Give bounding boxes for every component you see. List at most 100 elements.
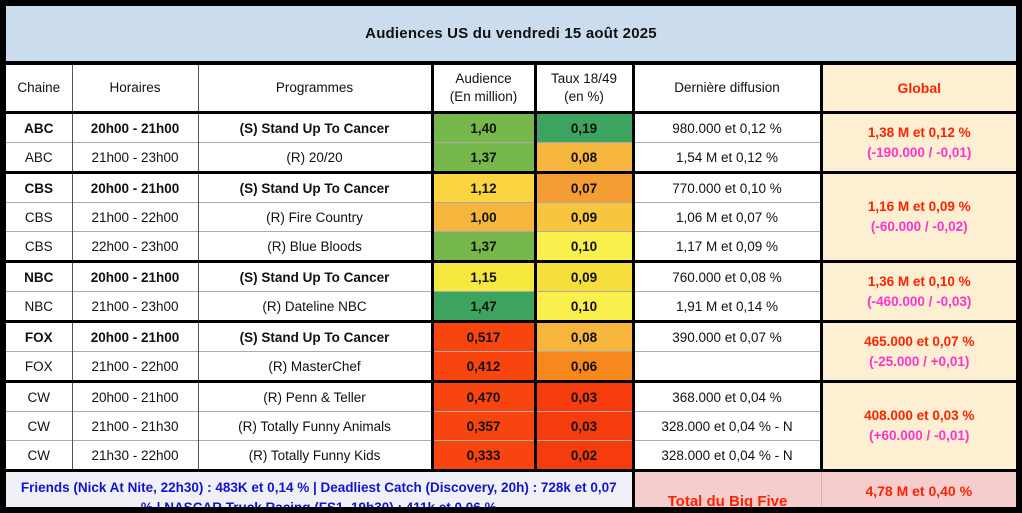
last-airing-cell: 328.000 et 0,04 % - N [631,411,821,441]
last-airing-cell: 328.000 et 0,04 % - N [631,440,821,471]
channel-cell: ABC [6,111,72,143]
program-cell: (R) Dateline NBC [197,291,432,322]
channel-cell: CBS [6,231,72,262]
rating-cell: 0,08 [533,320,633,352]
col-header-programmes: Programmes [197,65,432,114]
table-row: CW 20h00 - 21h00 (R) Penn & Teller 0,470… [6,380,1016,471]
global-delta: (-60.000 / -0,02) [870,219,968,234]
last-airing-cell: 1,91 M et 0,14 % [631,291,821,322]
time-cell: 21h00 - 22h00 [71,202,198,232]
last-airing-cell [631,351,821,382]
cable-ratings-note: Friends (Nick At Nite, 22h30) : 483K et … [6,469,633,507]
audience-cell: 1,00 [430,202,535,232]
col-header-chaine: Chaine [6,65,72,114]
rating-cell: 0,06 [533,351,633,382]
footer-row: Friends (Nick At Nite, 22h30) : 483K et … [6,469,1016,513]
total-big-five-label: Total du Big Five [631,469,821,507]
time-cell: 21h00 - 21h30 [71,411,198,441]
total-delta: (-670.000 / -0,07) [864,503,973,513]
col-header-global: Global [819,65,1016,114]
global-cell-cw: 408.000 et 0,03 % (+60.000 / -0,01) [819,380,1016,471]
last-airing-cell: 390.000 et 0,07 % [631,320,821,352]
table-row: CBS 21h00 - 22h00 (R) Fire Country 1,00 … [6,202,1016,232]
global-value: 408.000 et 0,03 % [864,408,975,424]
table-title-banner: Audiences US du vendredi 15 août 2025 [6,6,1016,65]
time-cell: 21h00 - 23h00 [71,291,198,322]
time-cell: 20h00 - 21h00 [71,320,198,352]
table-row: NBC 21h00 - 23h00 (R) Dateline NBC 1,47 … [6,291,1016,322]
time-cell: 20h00 - 21h00 [71,171,198,203]
program-cell: (S) Stand Up To Cancer [197,171,432,203]
audience-cell: 1,15 [430,260,535,292]
channel-cell: FOX [6,351,72,382]
rating-cell: 0,09 [533,260,633,292]
table-row: FOX 20h00 - 21h00 (S) Stand Up To Cancer… [6,320,1016,382]
time-cell: 21h30 - 22h00 [71,440,198,471]
time-cell: 20h00 - 21h00 [71,260,198,292]
program-cell: (R) Totally Funny Kids [197,440,432,471]
global-delta: (+60.000 / -0,01) [869,428,970,443]
audience-cell: 0,517 [430,320,535,352]
global-cell-abc: 1,38 M et 0,12 % (-190.000 / -0,01) [819,111,1016,173]
global-value: 1,38 M et 0,12 % [867,124,971,140]
last-airing-cell: 760.000 et 0,08 % [631,260,821,292]
global-value: 465.000 et 0,07 % [864,333,975,349]
rating-cell: 0,10 [533,231,633,262]
program-cell: (S) Stand Up To Cancer [197,320,432,352]
table-row: ABC 20h00 - 21h00 (S) Stand Up To Cancer… [6,111,1016,173]
channel-cell: FOX [6,320,72,352]
time-cell: 22h00 - 23h00 [71,231,198,262]
audience-cell: 1,40 [430,111,535,143]
last-airing-cell: 980.000 et 0,12 % [631,111,821,143]
time-cell: 21h00 - 22h00 [71,351,198,382]
rating-cell: 0,02 [533,440,633,471]
table-row: NBC 20h00 - 21h00 (S) Stand Up To Cancer… [6,260,1016,322]
page-title: Audiences US du vendredi 15 août 2025 [365,25,657,42]
audience-table: Chaine Horaires Programmes Audience (En … [6,65,1016,513]
global-cell-fox: 465.000 et 0,07 % (-25.000 / +0,01) [819,320,1016,382]
time-cell: 21h00 - 23h00 [71,142,198,173]
last-airing-cell: 770.000 et 0,10 % [631,171,821,203]
rating-cell: 0,03 [533,411,633,441]
header-row: Chaine Horaires Programmes Audience (En … [6,65,1016,114]
rating-cell: 0,19 [533,111,633,143]
table-row: CW 21h30 - 22h00 (R) Totally Funny Kids … [6,440,1016,471]
last-airing-cell: 1,54 M et 0,12 % [631,142,821,173]
channel-cell: ABC [6,142,72,173]
program-cell: (S) Stand Up To Cancer [197,111,432,143]
time-cell: 20h00 - 21h00 [71,111,198,143]
global-cell-nbc: 1,36 M et 0,10 % (-460.000 / -0,03) [819,260,1016,322]
audience-cell: 1,37 [430,142,535,173]
audience-cell: 0,470 [430,380,535,412]
channel-cell: NBC [6,291,72,322]
table-row: CBS 22h00 - 23h00 (R) Blue Bloods 1,37 0… [6,231,1016,262]
last-airing-cell: 1,17 M et 0,09 % [631,231,821,262]
program-cell: (R) Totally Funny Animals [197,411,432,441]
channel-cell: CW [6,411,72,441]
audience-cell: 0,412 [430,351,535,382]
audience-cell: 1,12 [430,171,535,203]
global-value: 1,16 M et 0,09 % [867,199,971,215]
channel-cell: CBS [6,202,72,232]
rating-cell: 0,03 [533,380,633,412]
program-cell: (R) Fire Country [197,202,432,232]
table-row: FOX 21h00 - 22h00 (R) MasterChef 0,412 0… [6,351,1016,382]
last-airing-cell: 368.000 et 0,04 % [631,380,821,412]
program-cell: (R) MasterChef [197,351,432,382]
program-cell: (R) Penn & Teller [197,380,432,412]
program-cell: (R) 20/20 [197,142,432,173]
table-row: ABC 21h00 - 23h00 (R) 20/20 1,37 0,08 1,… [6,142,1016,173]
program-cell: (S) Stand Up To Cancer [197,260,432,292]
audience-cell: 0,357 [430,411,535,441]
col-header-derniere-diffusion: Dernière diffusion [631,65,821,114]
table-row: CW 21h00 - 21h30 (R) Totally Funny Anima… [6,411,1016,441]
channel-cell: CW [6,440,72,471]
rating-cell: 0,08 [533,142,633,173]
col-header-horaires: Horaires [71,65,198,114]
total-big-five-value: 4,78 M et 0,40 % (-670.000 / -0,07) [820,469,1016,513]
channel-cell: CBS [6,171,72,203]
rating-cell: 0,10 [533,291,633,322]
global-cell-cbs: 1,16 M et 0,09 % (-60.000 / -0,02) [819,171,1016,262]
rating-cell: 0,09 [533,202,633,232]
